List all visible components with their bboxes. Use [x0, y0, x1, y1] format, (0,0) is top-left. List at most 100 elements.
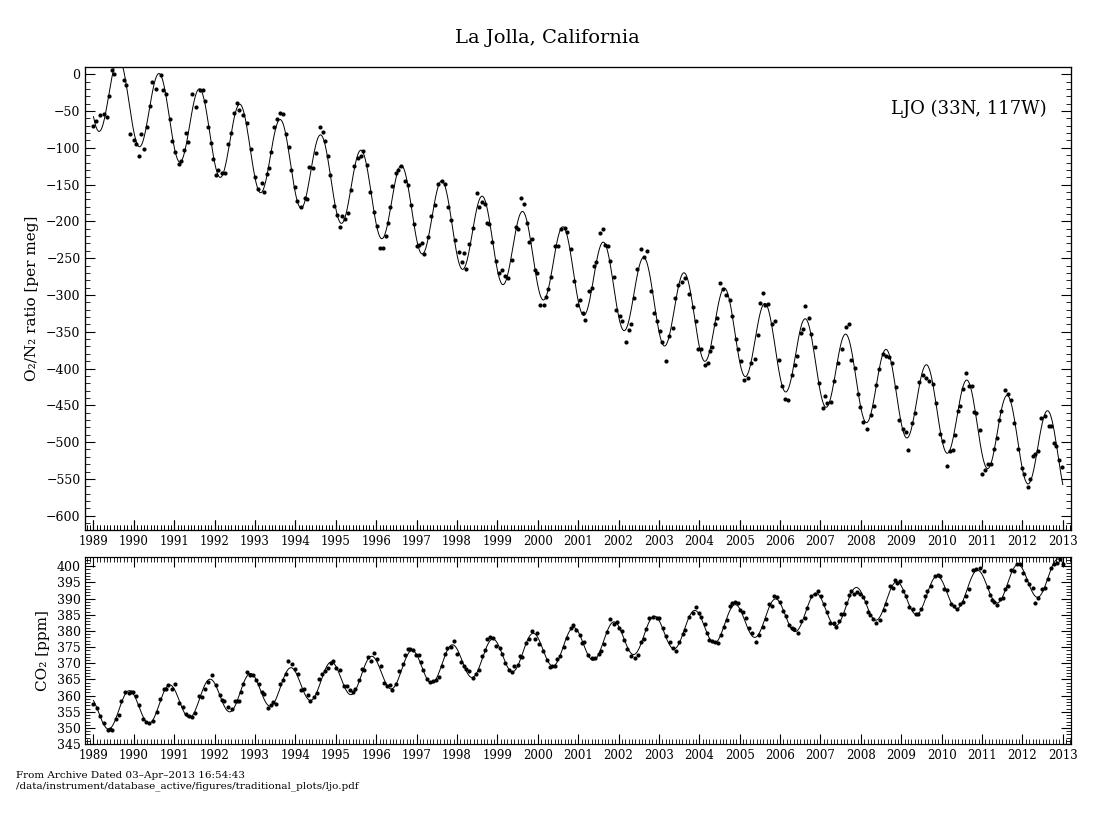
Point — [754, 621, 772, 634]
Point — [809, 584, 827, 597]
Point — [565, 619, 583, 632]
Point — [534, 645, 552, 658]
Point — [586, 259, 603, 273]
Point — [138, 716, 155, 729]
Point — [353, 149, 370, 162]
Point — [113, 695, 130, 708]
Point — [291, 684, 309, 697]
Point — [726, 596, 744, 609]
Point — [423, 209, 440, 222]
Point — [952, 597, 969, 610]
Point — [230, 694, 247, 707]
Point — [938, 459, 956, 472]
Point — [518, 216, 535, 229]
Point — [223, 702, 241, 715]
Point — [854, 415, 872, 428]
Point — [946, 600, 964, 613]
Point — [92, 109, 110, 122]
Point — [1014, 566, 1031, 579]
Point — [470, 664, 487, 677]
Point — [1041, 561, 1059, 574]
Point — [886, 574, 903, 587]
Point — [796, 612, 814, 625]
Point — [927, 396, 945, 409]
Point — [292, 201, 310, 214]
Point — [895, 584, 912, 597]
Point — [776, 392, 794, 406]
Point — [695, 359, 713, 372]
Point — [101, 89, 118, 102]
Point — [272, 677, 289, 690]
Point — [258, 701, 276, 714]
Point — [688, 315, 705, 328]
Point — [638, 245, 656, 258]
Point — [708, 311, 726, 324]
Point — [1053, 460, 1071, 473]
Point — [95, 108, 113, 121]
Point — [706, 318, 724, 331]
Point — [344, 685, 361, 698]
Point — [84, 698, 102, 711]
Point — [371, 242, 389, 255]
Point — [494, 647, 511, 660]
Point — [356, 663, 373, 676]
Point — [497, 657, 515, 670]
Point — [655, 622, 672, 635]
Point — [667, 291, 684, 304]
Point — [503, 254, 520, 267]
Point — [983, 593, 1001, 606]
Point — [1024, 582, 1041, 595]
Point — [253, 176, 270, 189]
Point — [207, 678, 224, 691]
Point — [1037, 410, 1054, 423]
Point — [568, 298, 586, 311]
Point — [529, 627, 546, 640]
Point — [331, 663, 348, 676]
Point — [316, 665, 334, 678]
Point — [661, 636, 679, 649]
Point — [299, 688, 316, 701]
Point — [509, 659, 527, 672]
Point — [888, 576, 906, 589]
Point — [971, 424, 989, 437]
Point — [184, 711, 201, 724]
Point — [1005, 565, 1023, 578]
Point — [862, 609, 879, 622]
Point — [645, 307, 662, 320]
Point — [284, 658, 301, 671]
Point — [414, 663, 431, 676]
Point — [724, 596, 741, 610]
Point — [924, 377, 942, 390]
Point — [493, 264, 510, 277]
Point — [116, 685, 134, 698]
Point — [426, 198, 443, 211]
Point — [147, 82, 164, 95]
Point — [456, 660, 473, 673]
Point — [819, 396, 837, 409]
Point — [551, 650, 568, 663]
Point — [468, 668, 485, 681]
Point — [610, 621, 627, 634]
Point — [1048, 557, 1065, 570]
Point — [255, 185, 273, 198]
Point — [995, 384, 1013, 397]
Point — [135, 712, 152, 725]
Point — [669, 279, 687, 292]
Point — [196, 95, 214, 108]
Point — [1021, 577, 1038, 590]
Point — [412, 656, 429, 669]
Point — [680, 287, 698, 300]
Point — [470, 201, 487, 214]
Point — [255, 687, 273, 700]
Point — [275, 108, 292, 121]
Text: LJO (33N, 117W): LJO (33N, 117W) — [890, 100, 1047, 118]
Point — [365, 206, 382, 219]
Point — [740, 621, 758, 634]
Point — [926, 570, 944, 583]
Point — [881, 580, 899, 593]
Point — [747, 636, 764, 649]
Point — [714, 282, 731, 295]
Point — [289, 667, 307, 681]
Point — [277, 668, 295, 681]
Point — [219, 138, 237, 151]
